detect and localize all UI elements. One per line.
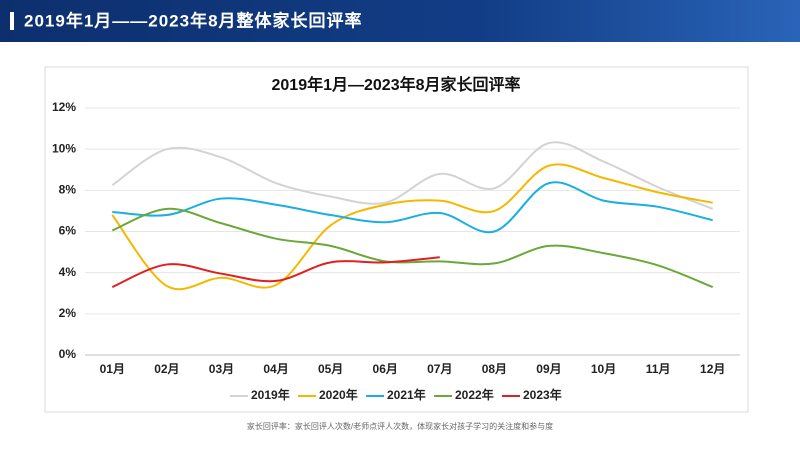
y-tick-label: 2% bbox=[59, 306, 77, 320]
x-tick-label: 04月 bbox=[263, 362, 288, 376]
y-tick-label: 12% bbox=[52, 100, 76, 114]
y-tick-label: 6% bbox=[59, 224, 77, 238]
series-line bbox=[112, 181, 713, 234]
header-marker bbox=[10, 12, 14, 30]
footnote: 家长回评率：家长回评人次数/老师点评人次数，体现家长对孩子学习的关注度和参与度 bbox=[247, 421, 553, 431]
legend-label: 2019年 bbox=[251, 387, 290, 402]
y-tick-label: 4% bbox=[59, 265, 77, 279]
series-line bbox=[111, 141, 714, 210]
x-tick-label: 02月 bbox=[154, 362, 179, 376]
series-line bbox=[111, 207, 714, 289]
header-bar bbox=[0, 0, 800, 42]
y-tick-label: 10% bbox=[52, 141, 76, 155]
legend-label: 2023年 bbox=[523, 387, 562, 402]
x-tick-label: 11月 bbox=[646, 362, 671, 376]
x-tick-label: 09月 bbox=[536, 362, 561, 376]
y-tick-label: 8% bbox=[59, 183, 77, 197]
header-title: 2019年1月——2023年8月整体家长回评率 bbox=[24, 10, 363, 30]
x-tick-label: 01月 bbox=[100, 362, 125, 376]
x-tick-label: 07月 bbox=[427, 362, 452, 376]
legend-label: 2020年 bbox=[319, 387, 358, 402]
x-tick-label: 03月 bbox=[209, 362, 234, 376]
x-tick-label: 12月 bbox=[700, 362, 725, 376]
x-tick-label: 10月 bbox=[591, 362, 616, 376]
x-tick-label: 05月 bbox=[318, 362, 343, 376]
chart-frame bbox=[44, 66, 749, 413]
legend-label: 2022年 bbox=[455, 387, 494, 402]
y-tick-label: 0% bbox=[59, 347, 77, 361]
chart-title: 2019年1月—2023年8月家长回评率 bbox=[272, 75, 521, 94]
legend-label: 2021年 bbox=[387, 387, 426, 402]
series-line bbox=[111, 163, 713, 291]
x-tick-label: 08月 bbox=[482, 362, 507, 376]
series-line bbox=[111, 256, 440, 288]
x-tick-label: 06月 bbox=[373, 362, 398, 376]
